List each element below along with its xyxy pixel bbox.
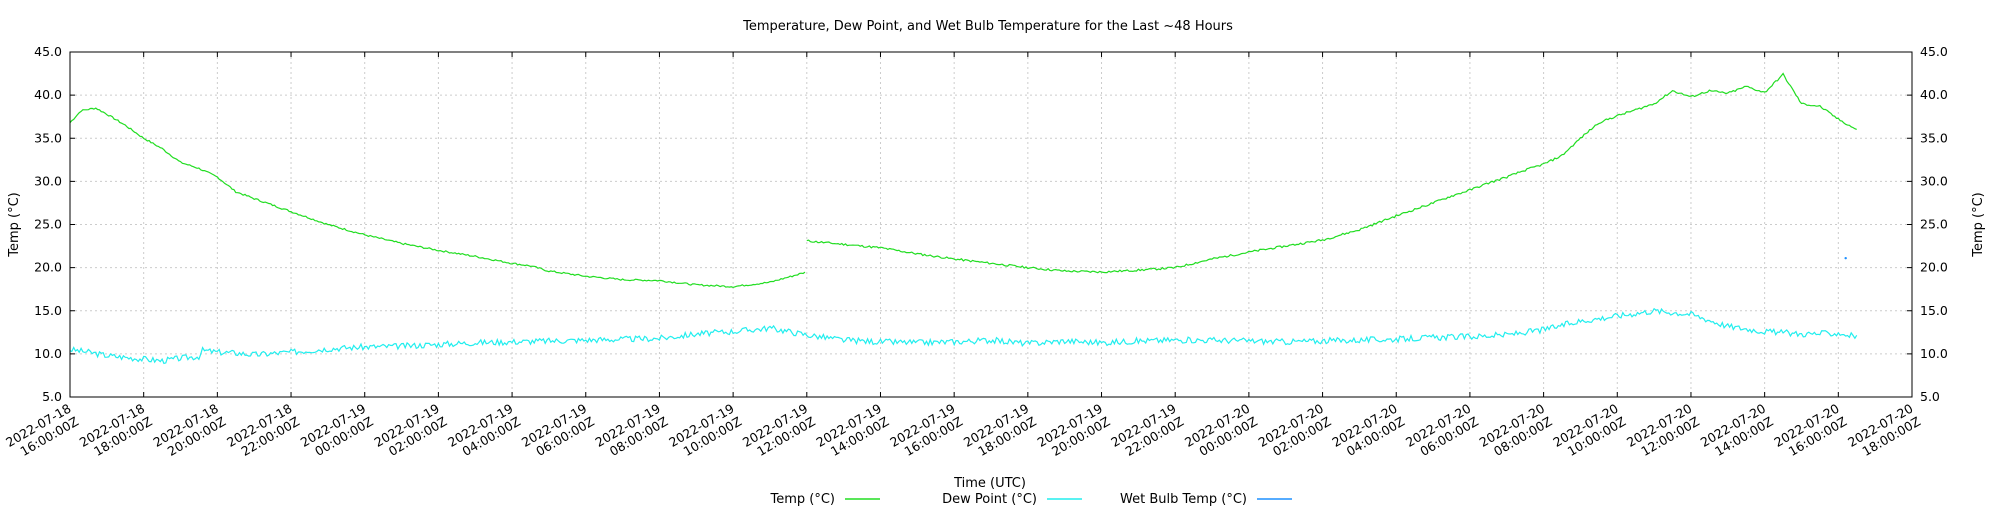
x-tick-label: 2022-07-1914:00:00Z	[814, 401, 892, 463]
x-tick-label: 2022-07-1918:00:00Z	[961, 401, 1039, 463]
x-tick-label: 2022-07-1900:00:00Z	[298, 401, 376, 463]
y-tick-label-left: 5.0	[42, 389, 62, 404]
y-tick-label-left: 20.0	[34, 260, 62, 275]
x-tick-label: 2022-07-1906:00:00Z	[519, 401, 597, 463]
x-tick-label: 2022-07-2006:00:00Z	[1403, 401, 1481, 463]
y-tick-label-left: 45.0	[34, 44, 62, 59]
x-tick-label: 2022-07-1820:00:00Z	[150, 401, 228, 463]
x-tick-label: 2022-07-1816:00:00Z	[3, 401, 81, 463]
x-tick-label: 2022-07-1916:00:00Z	[887, 401, 965, 463]
y-tick-label-right: 15.0	[1920, 303, 1948, 318]
y-tick-label-right: 45.0	[1920, 44, 1948, 59]
x-tick-label: 2022-07-2012:00:00Z	[1624, 401, 1702, 463]
wet-bulb-point	[1844, 256, 1847, 260]
x-tick-label: 2022-07-2010:00:00Z	[1550, 401, 1628, 463]
series-layer	[69, 72, 1858, 365]
x-tick-label: 2022-07-1908:00:00Z	[593, 401, 671, 463]
y-axis-label-right: Temp (°C)	[1971, 192, 1986, 258]
x-tick-label: 2022-07-1910:00:00Z	[666, 401, 744, 463]
y-tick-label-right: 10.0	[1920, 346, 1948, 361]
legend-label: Wet Bulb Temp (°C)	[1120, 492, 1247, 507]
x-tick-label: 2022-07-2008:00:00Z	[1477, 401, 1555, 463]
dew-point-series-line	[69, 307, 1858, 365]
y-tick-label-left: 10.0	[34, 346, 62, 361]
y-axis-label-left: Temp (°C)	[7, 192, 22, 258]
y-tick-label-left: 40.0	[34, 87, 62, 102]
y-tick-label-right: 35.0	[1920, 130, 1948, 145]
grid	[70, 52, 1912, 397]
x-tick-label: 2022-07-1920:00:00Z	[1035, 401, 1113, 463]
y-tick-label-left: 30.0	[34, 173, 62, 188]
x-tick-label: 2022-07-1822:00:00Z	[224, 401, 302, 463]
x-tick-label: 2022-07-1818:00:00Z	[77, 401, 155, 463]
x-tick-label: 2022-07-1902:00:00Z	[371, 401, 449, 463]
y-tick-label-right: 25.0	[1920, 217, 1948, 232]
y-tick-label-left: 25.0	[34, 217, 62, 232]
y-tick-label-left: 15.0	[34, 303, 62, 318]
x-tick-label: 2022-07-1922:00:00Z	[1108, 401, 1186, 463]
x-tick-label: 2022-07-1904:00:00Z	[445, 401, 523, 463]
temp-series-line	[806, 72, 1857, 274]
x-axis-label: Time (UTC)	[953, 476, 1026, 491]
x-tick-label: 2022-07-1912:00:00Z	[740, 401, 818, 463]
y-tick-label-right: 30.0	[1920, 173, 1948, 188]
y-tick-label-right: 20.0	[1920, 260, 1948, 275]
legend-label: Temp (°C)	[770, 492, 836, 507]
x-tick-label: 2022-07-2014:00:00Z	[1698, 401, 1776, 463]
legend: Temp (°C) Dew Point (°C) Wet Bulb Temp (°C…	[770, 492, 1292, 507]
y-tick-label-right: 5.0	[1920, 389, 1940, 404]
y-ticks-left: 5.0 10.0 15.0 20.0 25.0 30.0 35.0 40.0 45.0	[34, 44, 75, 404]
temp-series-line	[69, 107, 806, 289]
x-tick-label: 2022-07-2004:00:00Z	[1329, 401, 1407, 463]
x-tick-label: 2022-07-2016:00:00Z	[1771, 401, 1849, 463]
x-tick-label: 2022-07-2002:00:00Z	[1256, 401, 1334, 463]
x-tick-label: 2022-07-2000:00:00Z	[1182, 401, 1260, 463]
legend-label: Dew Point (°C)	[942, 492, 1037, 507]
y-tick-label-left: 35.0	[34, 130, 62, 145]
y-ticks-right: 5.0 10.0 15.0 20.0 25.0 30.0 35.0 40.0 45.0	[1907, 44, 1948, 404]
chart-title: Temperature, Dew Point, and Wet Bulb Tem…	[742, 19, 1233, 34]
y-tick-label-right: 40.0	[1920, 87, 1948, 102]
x-tick-label: 2022-07-2018:00:00Z	[1845, 401, 1923, 463]
